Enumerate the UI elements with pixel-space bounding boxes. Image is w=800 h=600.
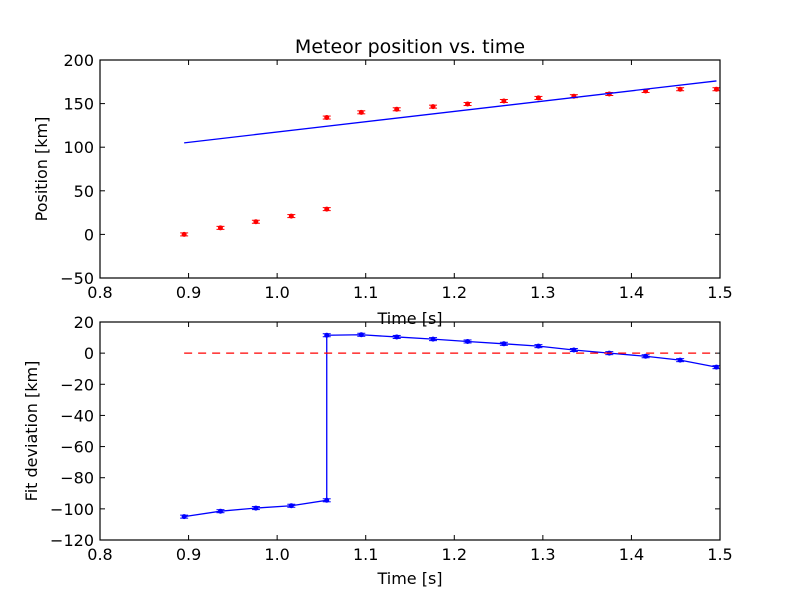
y-tick-label: 200 xyxy=(63,51,94,70)
x-tick-label: 1.3 xyxy=(530,283,555,302)
top-data-point xyxy=(217,225,223,231)
top-data-point xyxy=(324,115,330,121)
bottom-data-point xyxy=(501,341,507,347)
bottom-data-point xyxy=(324,497,330,503)
top-data-point xyxy=(535,95,541,101)
x-tick-label: 0.8 xyxy=(87,545,112,564)
y-tick-label: −120 xyxy=(50,531,94,550)
x-tick-label: 1.5 xyxy=(707,545,732,564)
bottom-data-point xyxy=(181,514,187,520)
y-tick-label: −40 xyxy=(60,406,94,425)
top-x-axis-label: Time [s] xyxy=(376,309,442,328)
x-tick-label: 0.9 xyxy=(176,545,201,564)
y-tick-label: −100 xyxy=(50,500,94,519)
x-tick-label: 1.2 xyxy=(442,283,467,302)
bottom-data-point xyxy=(643,353,649,359)
x-tick-label: 1.0 xyxy=(264,283,289,302)
x-tick-label: 1.5 xyxy=(707,283,732,302)
bottom-data-point xyxy=(465,338,471,344)
top-data-point xyxy=(430,104,436,110)
y-tick-label: 0 xyxy=(84,344,94,363)
x-tick-label: 1.1 xyxy=(353,545,378,564)
bottom-x-axis-label: Time [s] xyxy=(376,569,442,588)
top-data-point xyxy=(358,109,364,115)
y-tick-label: 0 xyxy=(84,225,94,244)
bottom-data-point xyxy=(358,332,364,338)
top-data-point xyxy=(501,98,507,104)
bottom-data-point xyxy=(253,505,259,511)
bottom-y-axis-label: Fit deviation [km] xyxy=(22,361,41,502)
y-tick-label: −80 xyxy=(60,469,94,488)
y-tick-label: −60 xyxy=(60,438,94,457)
top-data-point xyxy=(324,206,330,212)
top-data-point xyxy=(465,101,471,107)
bottom-data-point xyxy=(217,508,223,514)
top-data-point xyxy=(394,106,400,112)
x-tick-label: 0.9 xyxy=(176,283,201,302)
top-data-point xyxy=(677,86,683,92)
deviation-subplot: Time [s] Fit deviation [km] 0.8 0.9 1.0 1.1… xyxy=(22,313,733,588)
y-tick-label: −50 xyxy=(60,269,94,288)
top-data-point xyxy=(713,86,719,92)
x-tick-label: 1.1 xyxy=(353,283,378,302)
x-tick-label: 1.2 xyxy=(442,545,467,564)
bottom-axes-frame xyxy=(99,321,721,541)
chart-title: Meteor position vs. time xyxy=(295,36,525,58)
position-subplot: Meteor position vs. time Time [s] Positi… xyxy=(32,36,733,328)
bottom-data-point xyxy=(571,347,577,353)
y-tick-label: −20 xyxy=(60,375,94,394)
top-series-linear-fit xyxy=(184,80,717,144)
top-data-point xyxy=(181,231,187,237)
bottom-data-point xyxy=(324,332,330,338)
bottom-data-point xyxy=(677,357,683,363)
x-tick-label: 1.4 xyxy=(619,283,644,302)
bottom-data-point xyxy=(430,336,436,342)
bottom-data-point xyxy=(288,503,294,509)
top-axes-frame xyxy=(99,59,721,279)
bottom-data-point xyxy=(535,343,541,349)
top-y-axis-label: Position [km] xyxy=(32,117,51,222)
y-tick-label: 150 xyxy=(63,95,94,114)
x-tick-label: 0.8 xyxy=(87,283,112,302)
top-data-point xyxy=(253,219,259,225)
y-tick-label: 100 xyxy=(63,138,94,157)
bottom-data-point xyxy=(713,364,719,370)
y-tick-label: 50 xyxy=(74,182,94,201)
x-tick-label: 1.4 xyxy=(619,545,644,564)
x-tick-label: 1.3 xyxy=(530,545,555,564)
x-tick-label: 1.0 xyxy=(264,545,289,564)
y-tick-label: 20 xyxy=(74,313,94,332)
bottom-data-point xyxy=(394,334,400,340)
top-data-point xyxy=(288,213,294,219)
